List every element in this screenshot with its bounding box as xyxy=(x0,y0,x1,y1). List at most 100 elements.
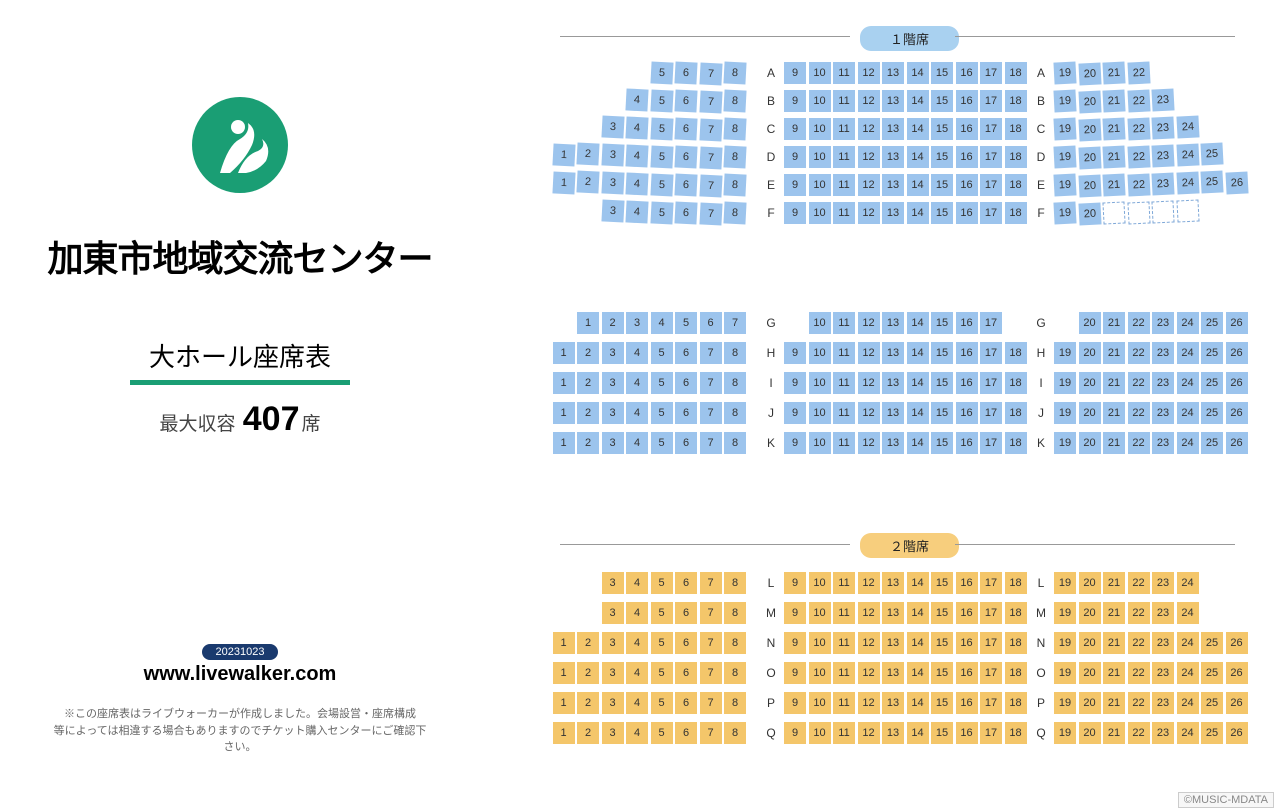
seat: 17 xyxy=(980,202,1002,224)
seat: 15 xyxy=(931,722,953,744)
seat: 18 xyxy=(1005,372,1027,394)
row-label: Q xyxy=(762,726,780,740)
seat: 26 xyxy=(1226,372,1248,394)
capacity-prefix: 最大収容 xyxy=(159,414,240,435)
seat: 20 xyxy=(1078,147,1101,170)
seat: 1 xyxy=(552,144,575,167)
seat: 7 xyxy=(700,372,722,394)
seat: 5 xyxy=(651,342,673,364)
seat: 16 xyxy=(956,62,978,84)
seat: 22 xyxy=(1127,61,1150,84)
venue-title: 加東市地域交流センター xyxy=(47,230,432,282)
seat: 8 xyxy=(724,432,746,454)
seat: 8 xyxy=(724,342,746,364)
seat: 2 xyxy=(576,143,599,166)
seat: 4 xyxy=(626,602,648,624)
seat: 20 xyxy=(1079,692,1101,714)
seat: 22 xyxy=(1127,145,1150,168)
seat: 21 xyxy=(1102,202,1125,225)
seat: 9 xyxy=(784,662,806,684)
seat: 11 xyxy=(833,432,855,454)
row-label: I xyxy=(762,376,780,390)
seat: 5 xyxy=(650,117,673,140)
row-label: E xyxy=(1032,178,1050,192)
seat: 17 xyxy=(980,662,1002,684)
row-label: N xyxy=(762,636,780,650)
seat: 19 xyxy=(1054,342,1076,364)
row-label: F xyxy=(1032,206,1050,220)
section-name: 大ホール座席表 xyxy=(149,337,331,374)
seat: 3 xyxy=(601,143,624,166)
seat: 10 xyxy=(809,662,831,684)
seat: 14 xyxy=(907,602,929,624)
row-label: P xyxy=(1032,696,1050,710)
seat: 17 xyxy=(980,312,1002,334)
seat: 12 xyxy=(858,342,880,364)
seat: 2 xyxy=(576,171,599,194)
seat: 19 xyxy=(1053,201,1076,224)
row-label: L xyxy=(762,576,780,590)
seat: 11 xyxy=(833,202,855,224)
seat: 23 xyxy=(1152,602,1174,624)
seat: 4 xyxy=(626,372,648,394)
seat: 23 xyxy=(1152,632,1174,654)
seat: 10 xyxy=(809,62,831,84)
seat: 24 xyxy=(1177,432,1199,454)
seat: 18 xyxy=(1005,632,1027,654)
seat: 1 xyxy=(553,432,575,454)
venue-logo-icon xyxy=(190,95,290,195)
seat: 11 xyxy=(833,722,855,744)
seat: 11 xyxy=(833,118,855,140)
seat: 10 xyxy=(809,118,831,140)
floor2-label: ２階席 xyxy=(860,533,959,558)
seat: 13 xyxy=(882,402,904,424)
seat: 13 xyxy=(882,572,904,594)
seat: 1 xyxy=(553,342,575,364)
seat: 7 xyxy=(700,342,722,364)
seat: 22 xyxy=(1128,572,1150,594)
seat: 4 xyxy=(625,144,648,167)
seat: 16 xyxy=(956,432,978,454)
seat: 2 xyxy=(577,722,599,744)
seat: 19 xyxy=(1054,602,1076,624)
seat: 25 xyxy=(1201,312,1223,334)
seat: 15 xyxy=(931,692,953,714)
seat: 14 xyxy=(907,722,929,744)
seat: 23 xyxy=(1152,372,1174,394)
seat: 26 xyxy=(1226,432,1248,454)
seat: 8 xyxy=(724,402,746,424)
seat: 6 xyxy=(674,202,697,225)
seat: 11 xyxy=(833,602,855,624)
seat: 20 xyxy=(1079,402,1101,424)
seat: 11 xyxy=(833,146,855,168)
seat: 12 xyxy=(858,174,880,196)
seat: 12 xyxy=(858,432,880,454)
seat: 13 xyxy=(882,90,904,112)
seat: 14 xyxy=(907,342,929,364)
seat: 6 xyxy=(700,312,722,334)
seat: 2 xyxy=(577,372,599,394)
seat: 10 xyxy=(809,572,831,594)
seat: 13 xyxy=(882,312,904,334)
seat: 18 xyxy=(1005,722,1027,744)
seat: 4 xyxy=(625,200,648,223)
seat: 18 xyxy=(1005,174,1027,196)
seat: 4 xyxy=(626,662,648,684)
seat: 20 xyxy=(1079,312,1101,334)
seat: 19 xyxy=(1054,372,1076,394)
seat: 3 xyxy=(602,432,624,454)
seat: 1 xyxy=(577,312,599,334)
seat: 20 xyxy=(1078,119,1101,142)
seat: 11 xyxy=(833,62,855,84)
seat: 11 xyxy=(833,90,855,112)
seat: 20 xyxy=(1078,91,1101,114)
seat: 10 xyxy=(809,402,831,424)
seat: 18 xyxy=(1005,62,1027,84)
row-label: G xyxy=(762,316,780,330)
seat: 4 xyxy=(626,432,648,454)
seat: 18 xyxy=(1005,692,1027,714)
seat: 10 xyxy=(809,602,831,624)
row-label: F xyxy=(762,206,780,220)
row-label: L xyxy=(1032,576,1050,590)
seat: 20 xyxy=(1079,342,1101,364)
